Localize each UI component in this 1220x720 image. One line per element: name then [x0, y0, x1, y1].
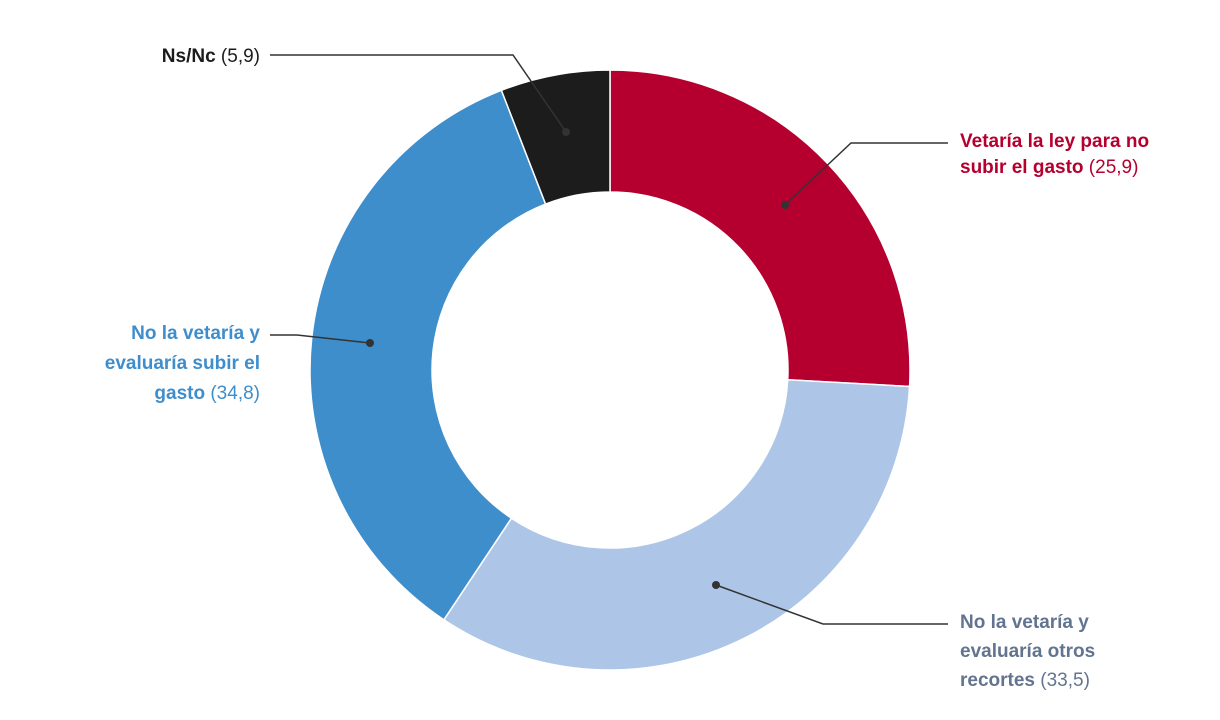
slice-label-2-line-1: evaluaría subir el [105, 353, 260, 374]
leader-dot-2 [366, 339, 374, 347]
slice-value-0: (25,9) [1084, 157, 1139, 178]
slice-label-2-line-2: gasto [154, 383, 205, 404]
slice-label-2-line-0: No la vetaría y [131, 323, 260, 344]
slice-value-3: (5,9) [216, 46, 260, 67]
slice-label-1: No la vetaría y evaluaría otros recortes (… [960, 612, 1095, 691]
slice-label-3-line-0: Ns/Nc [162, 46, 216, 67]
slices-group [310, 70, 910, 670]
leader-dot-0 [781, 201, 789, 209]
slice-label-0-line-1: subir el gasto [960, 157, 1084, 178]
leader-dot-1 [712, 581, 720, 589]
slice-label-2: No la vetaría y evaluaría subir el gasto (… [105, 323, 261, 404]
slice-label-1-line-0: No la vetaría y [960, 612, 1089, 633]
slice-0 [610, 70, 910, 386]
slice-label-1-line-2: recortes [960, 670, 1035, 691]
slice-label-1-line-1: evaluaría otros [960, 641, 1095, 662]
slice-label-0: Vetaría la ley para no subir el gasto (25… [960, 131, 1149, 178]
leader-dot-3 [562, 128, 570, 136]
slice-value-2: (34,8) [205, 383, 260, 404]
slice-value-1: (33,5) [1035, 670, 1090, 691]
slice-label-3: Ns/Nc (5,9) [162, 46, 260, 67]
slice-1 [444, 380, 910, 670]
slice-label-0-line-0: Vetaría la ley para no [960, 131, 1149, 152]
